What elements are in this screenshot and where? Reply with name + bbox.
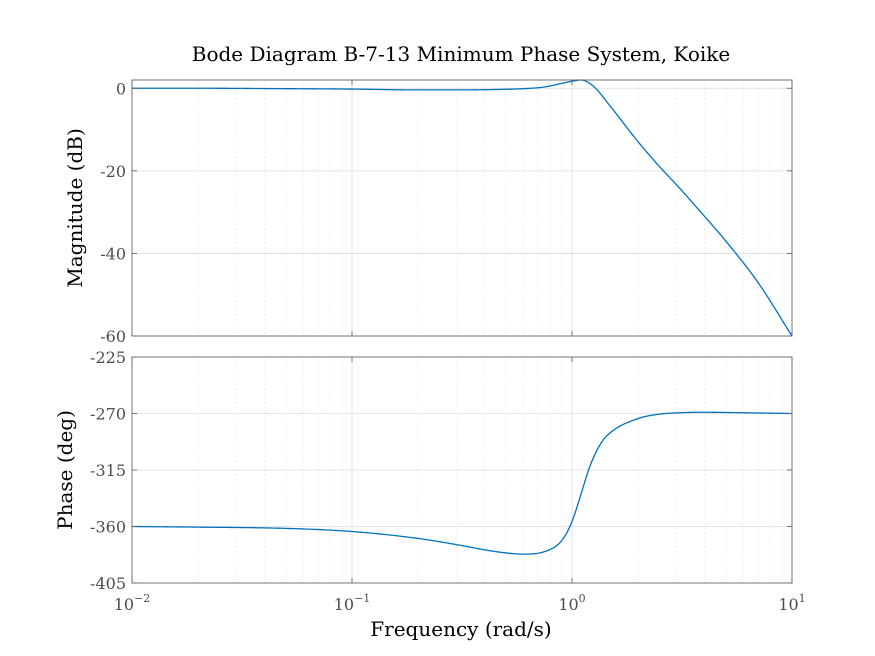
phase-y-tick-label: -225	[90, 348, 126, 367]
magnitude-y-ticks: 0 -20 -40 -60	[100, 79, 793, 346]
magnitude-plot-frame	[131, 79, 793, 337]
x-axis-tick-labels: 10−2 10−1 100 101	[114, 592, 806, 614]
magnitude-y-tick-label: -40	[100, 244, 126, 263]
x-tick-label: 100	[558, 592, 585, 614]
x-tick-label: 101	[778, 592, 805, 614]
magnitude-plot-background	[132, 80, 792, 336]
x-tick-label: 10−2	[114, 592, 151, 614]
magnitude-y-tick-label: -20	[100, 162, 126, 181]
x-axis-label: Frequency (rad/s)	[370, 617, 551, 641]
phase-y-tick-label: -360	[90, 518, 126, 537]
chart-title: Bode Diagram B-7-13 Minimum Phase System…	[192, 42, 730, 66]
phase-y-tick-label: -315	[90, 461, 126, 480]
phase-series-line	[131, 411, 793, 555]
phase-y-axis-label: Phase (deg)	[53, 410, 77, 530]
phase-y-tick-label: -405	[90, 574, 126, 593]
magnitude-y-tick-label: 0	[116, 79, 126, 98]
magnitude-plot: 0 -20 -40 -60 Magnitude (dB)	[63, 79, 793, 346]
phase-gridlines	[132, 357, 792, 583]
phase-y-tick-label: -270	[90, 405, 126, 424]
magnitude-y-tick-label: -60	[100, 327, 126, 346]
magnitude-y-axis-label: Magnitude (dB)	[63, 128, 87, 288]
phase-y-ticks: -225 -270 -315 -360 -405	[90, 348, 793, 593]
phase-plot: -225 -270 -315 -360 -405 Phase (deg)	[53, 348, 793, 593]
x-tick-label: 10−1	[334, 592, 371, 614]
